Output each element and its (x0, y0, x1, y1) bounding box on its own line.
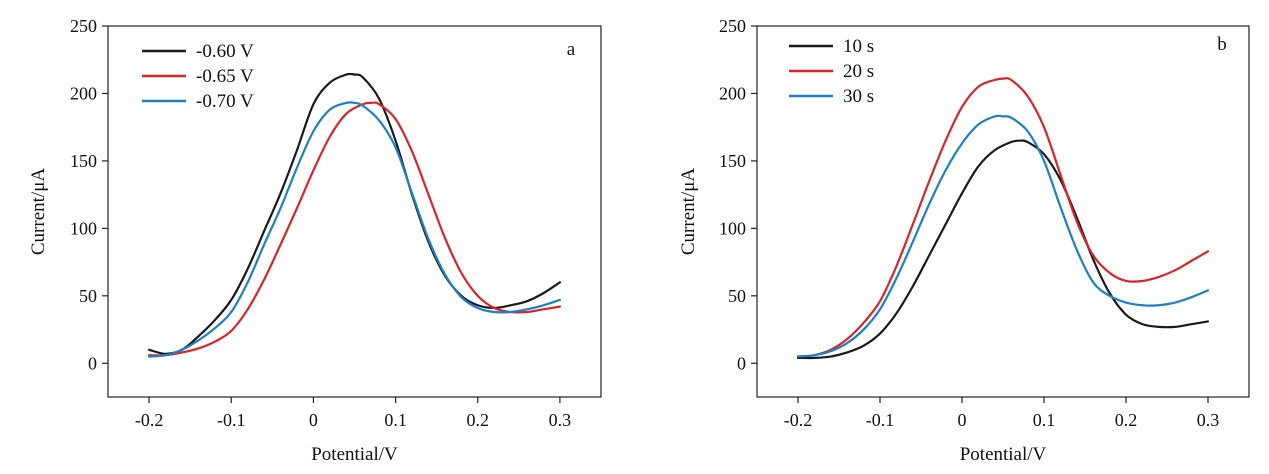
panel-b-x-axis-title: Potential/V (960, 444, 1047, 465)
panel-a-x-axis-title: Potential/V (311, 444, 398, 465)
panel-a-series-line-1 (147, 72, 562, 355)
panel-b-series-line-3 (796, 114, 1210, 358)
panel-a-x-tick-label: 0.2 (467, 410, 490, 430)
panel-b-y-tick-label: 0 (737, 353, 746, 373)
panel-a-x-tick-label: 0 (309, 410, 318, 430)
panel-a-y-tick-label: 150 (70, 151, 97, 171)
panel-b-series-line-1 (796, 139, 1210, 360)
panel-b-series-line-2 (796, 77, 1210, 358)
panel-a-legend-label: -0.70 V (196, 91, 254, 112)
panel-a-y-tick-label: 0 (88, 353, 97, 373)
panel-a-y-tick-label: 100 (70, 218, 97, 238)
panel-b: -0.2 -0.1 0 0.1 0.2 0.3 0 50 100 150 200 250 Potenti… (678, 16, 1250, 465)
panel-a-x-tick-label: 0.3 (549, 410, 572, 430)
panel-b-panel-label: b (1217, 34, 1227, 55)
panel-a-legend-label: -0.60 V (196, 41, 254, 62)
panel-b-y-tick-label: 100 (719, 218, 746, 238)
panel-a-series-line-2 (147, 101, 562, 357)
panel-b-y-tick-label: 150 (719, 151, 746, 171)
panel-b-x-tick-label: -0.2 (784, 410, 813, 430)
panel-a-x-tick-label: -0.2 (135, 410, 164, 430)
panel-b-x-tick-label: 0.3 (1197, 410, 1220, 430)
panel-b-legend-label: 10 s (843, 36, 874, 57)
panel-a: -0.2 -0.1 0 0.1 0.2 0.3 0 50 100 150 200 250 Potenti… (28, 16, 602, 465)
panel-b-frame (756, 25, 1250, 398)
panel-b-legend-label: 30 s (843, 86, 874, 107)
panel-a-panel-label: a (567, 39, 576, 60)
panel-b-x-tick-label: 0 (958, 410, 967, 430)
panel-a-y-tick-label: 200 (70, 83, 97, 103)
panel-a-series-line-3 (147, 101, 562, 358)
panel-b-y-tick-label: 250 (719, 16, 746, 36)
panel-b-legend-label: 20 s (843, 61, 874, 82)
panel-b-y-tick-label: 200 (719, 83, 746, 103)
panel-a-y-tick-label: 50 (79, 286, 97, 306)
panel-b-x-tick-label: 0.1 (1033, 410, 1056, 430)
panel-b-y-tick-label: 50 (728, 286, 746, 306)
panel-a-legend-label: -0.65 V (196, 66, 254, 87)
panel-a-y-axis-title: Current/μA (28, 168, 49, 256)
panel-a-y-tick-label: 250 (70, 16, 97, 36)
panel-b-y-axis-title: Current/μA (678, 168, 699, 256)
panel-a-x-tick-label: -0.1 (217, 410, 246, 430)
panel-b-x-tick-label: -0.1 (866, 410, 895, 430)
panel-b-x-tick-label: 0.2 (1115, 410, 1138, 430)
panel-a-frame (107, 25, 602, 398)
panel-a-x-tick-label: 0.1 (384, 410, 407, 430)
